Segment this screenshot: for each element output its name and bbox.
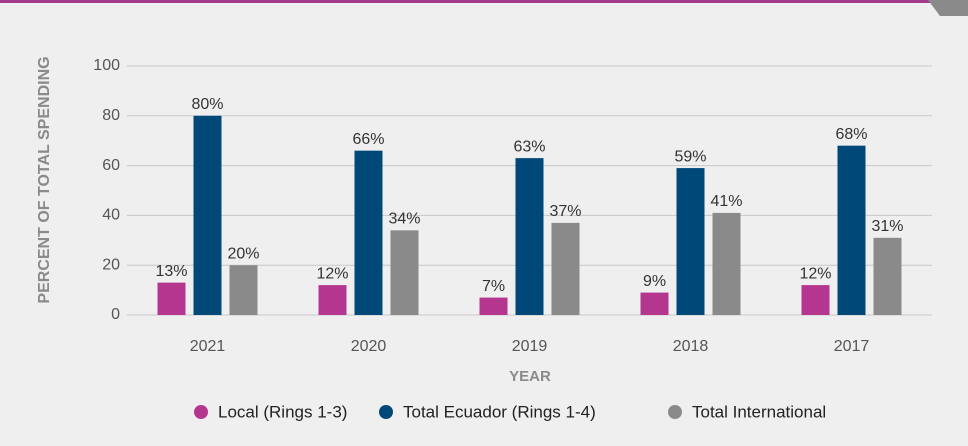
- bar: [801, 285, 830, 315]
- data-label: 68%: [835, 126, 867, 143]
- data-label: 41%: [710, 193, 742, 210]
- y-tick-label: 40: [102, 207, 120, 224]
- bar: [157, 282, 186, 315]
- y-tick-label: 0: [111, 306, 120, 323]
- y-axis-label: PERCENT OF TOTAL SPENDING: [36, 56, 53, 303]
- legend-label: Local (Rings 1-3): [218, 402, 347, 421]
- legend-swatch: [379, 405, 393, 419]
- data-label: 7%: [482, 278, 505, 295]
- bar: [390, 230, 419, 315]
- y-tick-label: 80: [102, 107, 120, 124]
- data-label: 37%: [549, 203, 581, 220]
- bar: [515, 158, 544, 315]
- bar: [551, 222, 580, 315]
- x-tick-label: 2021: [190, 338, 226, 355]
- y-tick-label: 60: [102, 157, 120, 174]
- x-tick-label: 2017: [834, 338, 870, 355]
- x-tick-label: 2019: [512, 338, 548, 355]
- legend-swatch: [194, 405, 208, 419]
- x-tick-label: 2018: [673, 338, 709, 355]
- x-tick-label: 2020: [351, 338, 387, 355]
- bar: [873, 237, 902, 315]
- bar: [640, 292, 669, 315]
- bar: [837, 145, 866, 315]
- data-label: 31%: [871, 218, 903, 235]
- bar: [193, 115, 222, 315]
- data-label: 13%: [155, 263, 187, 280]
- data-label: 34%: [388, 211, 420, 228]
- data-label: 12%: [316, 265, 348, 282]
- data-label: 9%: [643, 273, 666, 290]
- bar: [712, 212, 741, 315]
- legend-label: Total Ecuador (Rings 1-4): [403, 402, 596, 421]
- top-rule: [0, 0, 935, 3]
- data-label: 80%: [191, 96, 223, 113]
- bar: [318, 285, 347, 315]
- bar: [354, 150, 383, 315]
- bar: [479, 297, 508, 315]
- y-tick-label: 20: [102, 256, 120, 273]
- corner-tab: [928, 0, 968, 16]
- bar: [676, 168, 705, 315]
- y-tick-label: 100: [93, 57, 120, 74]
- bar: [229, 265, 258, 315]
- x-axis-label: YEAR: [509, 368, 551, 385]
- data-label: 59%: [674, 148, 706, 165]
- data-label: 63%: [513, 138, 545, 155]
- data-label: 66%: [352, 131, 384, 148]
- legend-label: Total International: [692, 402, 826, 421]
- data-label: 12%: [799, 265, 831, 282]
- data-label: 20%: [227, 245, 259, 262]
- legend-swatch: [668, 405, 682, 419]
